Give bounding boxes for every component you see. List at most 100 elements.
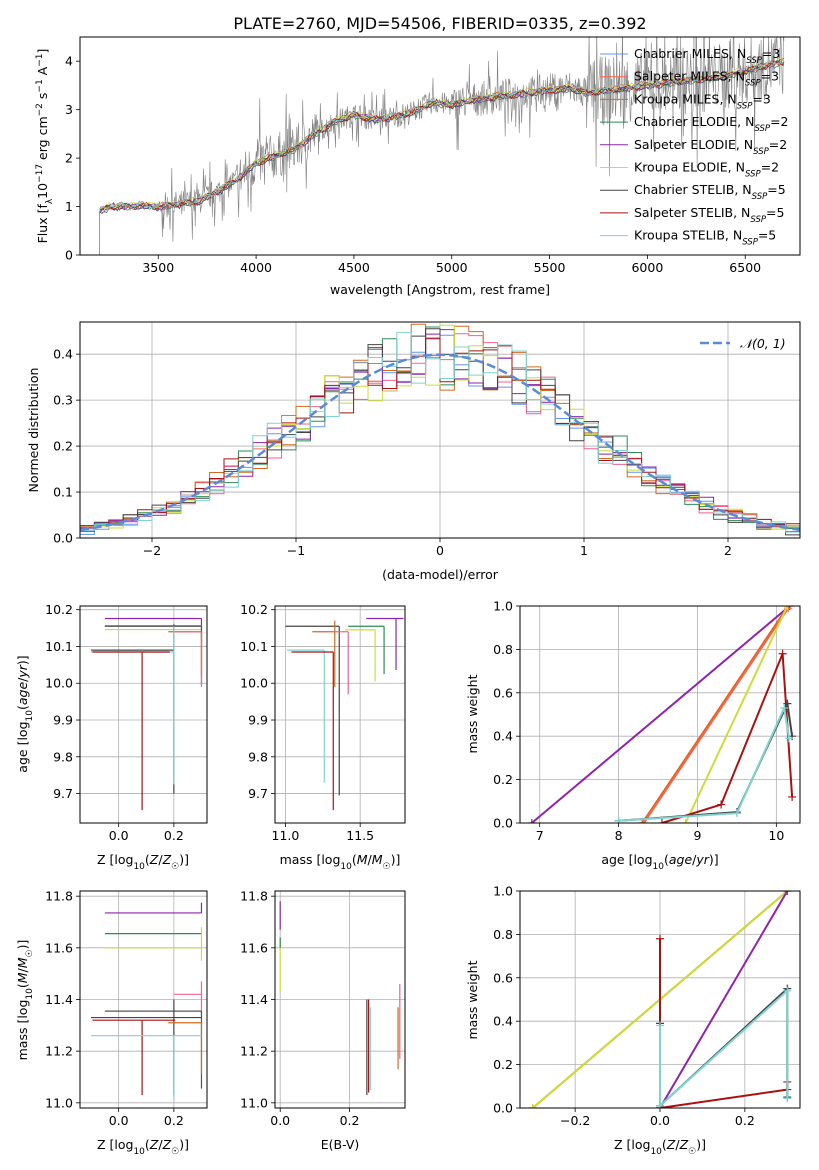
- y-tick-label: 0.4: [493, 1014, 513, 1029]
- errorbar-point: [333, 631, 349, 695]
- weight-line-salpeter_elodie: [659, 891, 789, 1108]
- model-line-kroupa_stelib: [99, 60, 785, 210]
- mass_vs_ebv-plot-area: [279, 901, 401, 1096]
- mass_vs_ebv-frame: [274, 890, 406, 1109]
- legend-entry: Chabrier MILES, NSSP=3: [634, 46, 780, 66]
- x-tick-label: 2: [724, 543, 732, 558]
- age_vs_Z-axes: 0.0 0.2 9.7 9.8 9.9 10.0 10.1 10.2: [45, 602, 207, 843]
- weight-line-salpeter_stelib: [659, 938, 789, 1108]
- errorbar-point: [92, 1019, 176, 1096]
- errorbar-point: [366, 617, 404, 670]
- y-tick-label: 11.6: [240, 940, 268, 955]
- x-axis-label: Z [log10(Z/Z☉)]: [614, 1137, 706, 1157]
- y-tick-label: 0.1: [53, 485, 73, 500]
- errorbar-point: [291, 651, 334, 811]
- y-tick-label: 0.6: [493, 970, 513, 985]
- errorbar-point: [92, 651, 170, 811]
- weight-line-kroupa_stelib: [618, 704, 790, 822]
- weight_vs_Z-plot-area: [528, 891, 792, 1108]
- x-tick-label: 4500: [338, 260, 370, 275]
- legend-entry: Salpeter ELODIE, NSSP=2: [634, 137, 787, 157]
- mass_vs_Z-plot-area: [91, 902, 203, 1101]
- x-axis-label: Z [log10(Z/Z☉)]: [97, 1137, 189, 1157]
- legend-entry: Kroupa MILES, NSSP=3: [634, 91, 771, 111]
- y-tick-label: 10.1: [240, 639, 268, 654]
- weight-line-salpeter_elodie: [531, 606, 791, 823]
- y-tick-label: 0.2: [493, 1057, 513, 1072]
- x-axis-label: wavelength [Angstrom, rest frame]: [330, 282, 550, 297]
- y-tick-label: 10.2: [45, 602, 73, 617]
- spectrum-plot-area: [99, 37, 785, 255]
- legend-entry: Salpeter MILES, NSSP=3: [634, 69, 779, 89]
- y-tick-label: 11.0: [240, 1095, 268, 1110]
- x-axis-label: mass [log10(M/M☉)]: [280, 852, 401, 872]
- spectrum-axes: 3500 4000 4500 5000 5500 6000 6500 0 1 2 3 4: [65, 54, 761, 275]
- y-tick-label: 0.4: [53, 347, 73, 362]
- errorbar-point: [173, 631, 203, 687]
- y-tick-label: 11.0: [45, 1095, 73, 1110]
- x-tick-label: 5000: [436, 260, 468, 275]
- y-tick-label: 3: [65, 102, 73, 117]
- x-tick-label: 0.0: [109, 1113, 129, 1128]
- weight-marker: [717, 800, 726, 809]
- y-tick-label: 2: [65, 151, 73, 166]
- y-tick-label: 11.4: [240, 992, 268, 1007]
- weight-marker: [783, 1094, 792, 1103]
- errorbar-point: [173, 981, 203, 1015]
- y-tick-label: 0.2: [493, 772, 513, 787]
- x-tick-label: −1: [287, 543, 305, 558]
- y-tick-label: 0.4: [493, 729, 513, 744]
- x-tick-label: 6500: [729, 260, 761, 275]
- y-tick-label: 0.8: [493, 642, 513, 657]
- legend-entry: Chabrier STELIB, NSSP=5: [634, 182, 786, 202]
- y-tick-label: 11.6: [45, 940, 73, 955]
- weight-marker: [614, 816, 623, 823]
- y-axis-label: mass weight: [465, 674, 480, 753]
- x-tick-label: 8: [615, 828, 623, 843]
- y-tick-label: 11.4: [45, 992, 73, 1007]
- x-axis-label: (data-model)/error: [382, 567, 499, 582]
- y-axis-label: mass weight: [465, 960, 480, 1039]
- weight-marker: [656, 1101, 664, 1108]
- weight-line-kroupa_miles: [641, 606, 790, 823]
- x-tick-label: −2: [143, 543, 161, 558]
- mass_vs_Z-frame: [79, 890, 208, 1109]
- x-tick-label: 0.0: [650, 1113, 670, 1128]
- errorbar-point: [345, 629, 376, 682]
- weight-marker: [638, 819, 647, 823]
- errorbar-point: [91, 1035, 202, 1101]
- x-tick-label: 9: [693, 828, 701, 843]
- spectrum-data-line: [99, 37, 785, 242]
- weight-marker: [657, 819, 666, 823]
- errorbar-point: [104, 625, 203, 686]
- y-tick-label: 11.2: [45, 1044, 73, 1059]
- y-tick-label: 0.2: [53, 439, 73, 454]
- weight-marker: [778, 649, 787, 658]
- y-tick-label: 10.1: [45, 639, 73, 654]
- errorbar-point: [104, 927, 203, 961]
- errorbar-point: [104, 617, 203, 626]
- y-tick-label: 0: [65, 248, 73, 263]
- weight-line-kroupa_elodie: [684, 606, 789, 823]
- y-axis-label: Flux [fλ10−17 erg cm−2 s−1 A−1]: [35, 49, 55, 244]
- errorbar-point: [312, 620, 336, 687]
- x-tick-label: 7: [536, 828, 544, 843]
- y-tick-label: 9.8: [53, 749, 73, 764]
- weight-marker: [783, 606, 792, 610]
- y-tick-label: 4: [65, 54, 73, 69]
- legend-entry: Salpeter STELIB, NSSP=5: [634, 205, 784, 225]
- x-tick-label: 6000: [631, 260, 663, 275]
- weight-marker: [528, 1104, 537, 1108]
- weight-marker: [639, 819, 648, 823]
- normal-curve: [80, 353, 800, 532]
- mass_vs_Z-axes: 0.0 0.2 11.0 11.2 11.4 11.6 11.8: [45, 889, 207, 1128]
- weight-marker: [783, 699, 792, 708]
- x-tick-label: 0.2: [735, 1113, 755, 1128]
- weight-line-kroupa_stelib: [659, 988, 789, 1108]
- y-tick-label: 9.7: [53, 786, 73, 801]
- y-tick-label: 11.8: [45, 889, 73, 904]
- x-tick-label: 5500: [534, 260, 566, 275]
- x-tick-label: 0.2: [340, 1113, 360, 1128]
- x-tick-label: 11.5: [346, 828, 374, 843]
- age_vs_Z-plot-area: [91, 617, 203, 811]
